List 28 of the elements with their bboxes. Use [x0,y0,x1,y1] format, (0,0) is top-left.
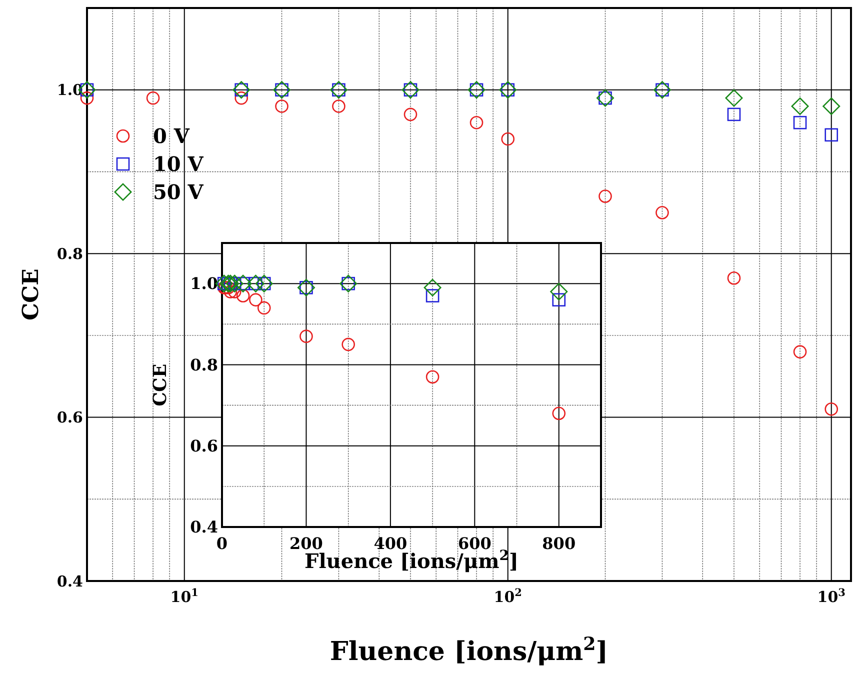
y-axis-title: CCE [18,268,44,320]
x-axis-title: Fluence [ions/μm$^{2}$] [330,634,608,667]
x-tick-label: 800 [542,534,576,553]
legend-label: 10 V [153,152,204,176]
x-tick-label: 10$^{3}$ [817,587,846,606]
point [426,370,440,384]
y-tick-label: 1.0 [190,274,218,294]
y-tick-label: 0.6 [56,408,83,427]
legend-label: 50 V [153,180,204,204]
y-tick-label: 0.6 [190,436,218,456]
y-tick-label: 0.4 [56,572,83,590]
point [426,289,440,302]
x-tick-label: 0 [216,534,228,553]
y-tick-label: 0.8 [190,355,218,374]
x-tick-label: 10$^{2}$ [494,587,522,606]
point [257,301,271,315]
point [550,282,568,300]
point [342,338,355,352]
point [300,330,313,343]
point [236,289,250,302]
x-tick-label: 10$^{1}$ [170,587,198,606]
point [552,293,566,306]
point [249,293,262,306]
y-axis-title: CCE [150,364,171,406]
point [424,278,442,296]
point [552,406,566,420]
y-tick-label: 0.4 [190,518,218,537]
y-tick-label: 0.8 [56,244,83,263]
